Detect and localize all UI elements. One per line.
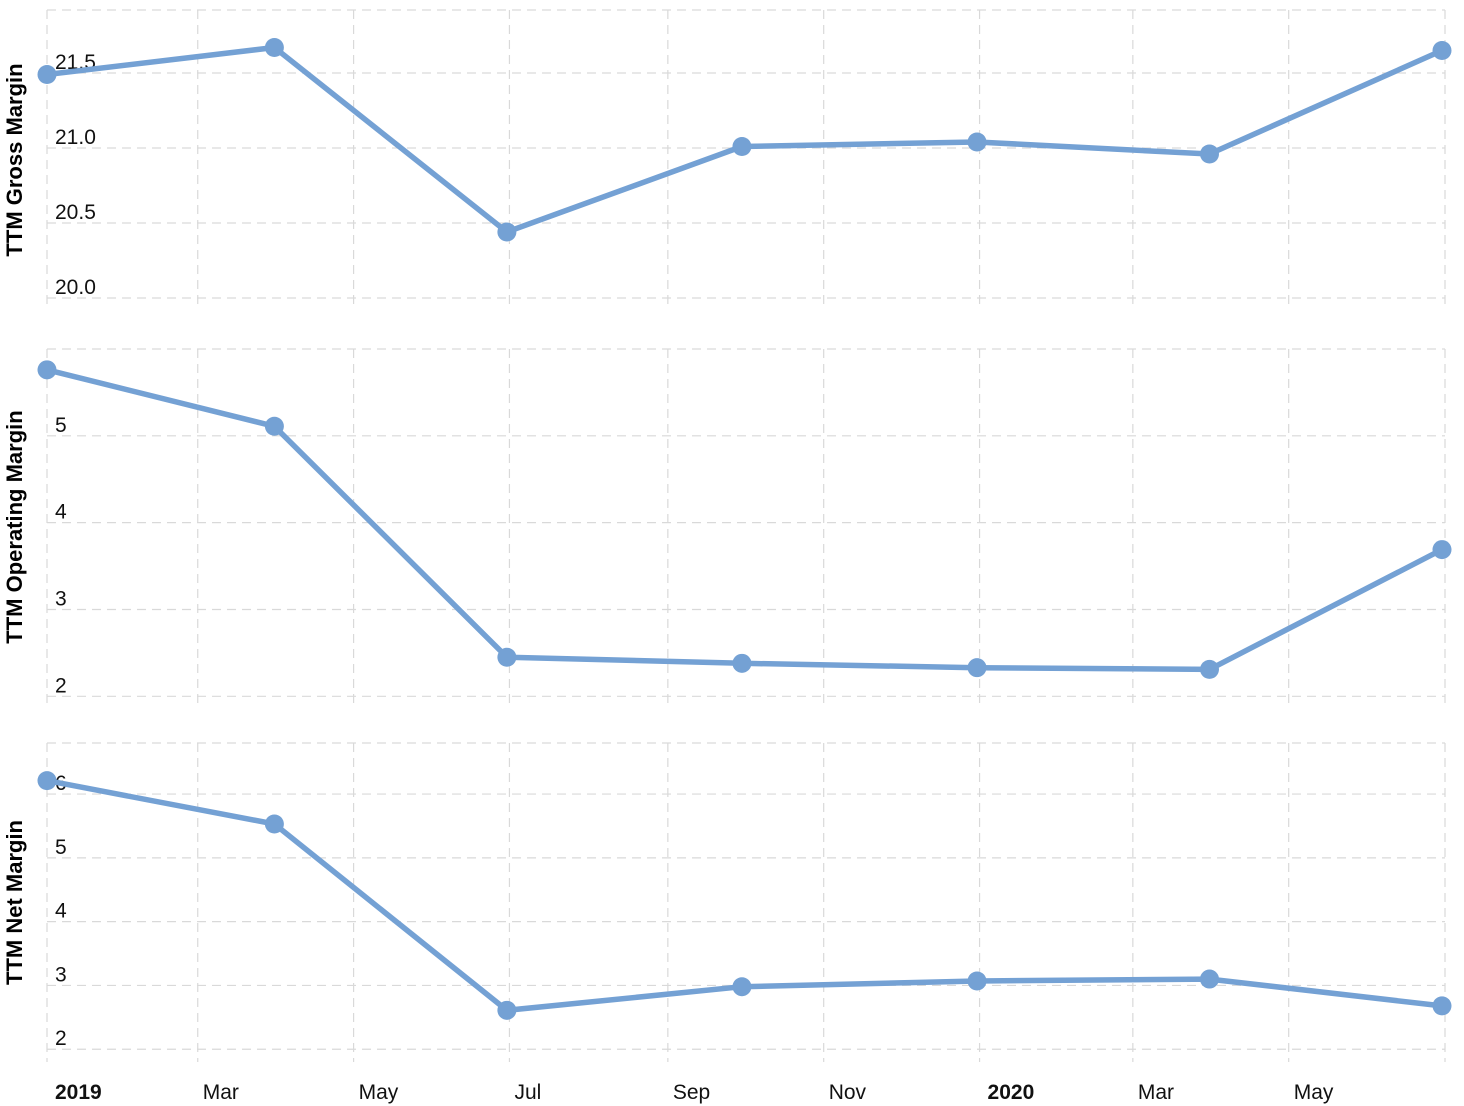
y-tick-label: 2 <box>55 1027 67 1050</box>
data-point <box>1200 144 1219 164</box>
data-point <box>264 814 284 834</box>
y-axis-label: TTM Operating Margin <box>2 410 27 643</box>
x-tick-label: 2020 <box>988 1081 1035 1104</box>
x-tick-label: Mar <box>203 1081 239 1104</box>
x-tick-label: May <box>1294 1081 1334 1104</box>
panel-2: 2 3 4 5 TTM Operating Margin <box>2 348 1452 705</box>
data-point <box>37 771 57 791</box>
y-tick-label: 4 <box>55 900 67 923</box>
y-tick-label: 5 <box>55 836 67 859</box>
data-point <box>732 653 752 673</box>
data-point <box>967 658 987 678</box>
data-point <box>967 132 987 152</box>
data-point <box>37 360 57 380</box>
y-tick-label: 4 <box>55 501 67 524</box>
data-point <box>264 416 284 436</box>
x-tick-label: 2019 <box>55 1081 102 1104</box>
data-point <box>1200 659 1219 679</box>
data-point <box>37 65 57 84</box>
x-tick-label: Nov <box>829 1081 867 1104</box>
y-axis-label: TTM Gross Margin <box>2 63 27 256</box>
y-tick-label: 20.0 <box>55 276 96 299</box>
series-line <box>44 777 1445 1014</box>
y-tick-label: 2 <box>55 674 67 697</box>
series-line <box>44 367 1445 673</box>
x-tick-label: Sep <box>673 1081 710 1104</box>
y-tick-label: 3 <box>55 963 67 986</box>
x-tick-label: Mar <box>1138 1081 1174 1104</box>
data-point <box>1432 996 1452 1016</box>
x-tick-label: Jul <box>514 1081 541 1104</box>
y-tick-label: 20.5 <box>55 201 96 224</box>
y-tick-label: 5 <box>55 414 67 437</box>
x-tick-label: May <box>359 1081 399 1104</box>
data-point <box>967 971 987 991</box>
data-point <box>264 38 284 57</box>
data-point <box>732 137 752 156</box>
y-axis-label: TTM Net Margin <box>2 820 27 985</box>
data-point <box>732 977 752 997</box>
data-point <box>1432 540 1452 560</box>
data-point <box>497 222 517 242</box>
data-point <box>1432 41 1452 60</box>
data-point <box>497 647 517 667</box>
data-point <box>497 1000 517 1020</box>
data-point <box>1200 969 1219 989</box>
y-tick-label: 21.0 <box>55 126 96 149</box>
y-tick-label: 3 <box>55 587 67 610</box>
